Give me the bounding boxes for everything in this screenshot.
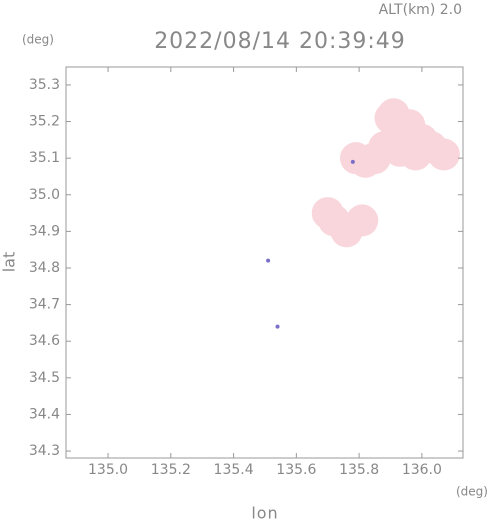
x-tick-label: 135.8 xyxy=(339,462,379,478)
y-tick-label: 35.2 xyxy=(29,114,60,130)
echo-point xyxy=(346,204,379,237)
y-tick-label: 34.7 xyxy=(29,297,60,313)
y-tick-label: 34.5 xyxy=(29,370,60,386)
echo-point xyxy=(266,258,271,263)
y-tick-label: 35.1 xyxy=(29,150,60,166)
y-tick-label: 35.0 xyxy=(29,187,60,203)
x-tick-label: 135.4 xyxy=(214,462,254,478)
y-tick-label: 34.8 xyxy=(29,260,60,276)
x-tick-label: 136.0 xyxy=(402,462,442,478)
y-tick-label: 34.3 xyxy=(29,443,60,459)
y-unit: (deg) xyxy=(22,33,54,47)
echo-point xyxy=(399,138,432,171)
chart-subtitle: ALT(km) 2.0 xyxy=(379,2,462,18)
y-tick-label: 35.3 xyxy=(29,77,60,93)
y-tick-label: 34.6 xyxy=(29,333,60,349)
plot-frame xyxy=(65,66,464,459)
chart-title: 2022/08/14 20:39:49 xyxy=(154,29,406,54)
x-tick-label: 135.6 xyxy=(276,462,316,478)
x-unit: (deg) xyxy=(456,485,488,499)
echo-point xyxy=(350,159,355,164)
echo-point xyxy=(427,138,460,171)
echo-point xyxy=(275,324,280,329)
y-axis-label: lat xyxy=(0,252,19,273)
x-axis-label: lon xyxy=(251,504,278,521)
x-tick-label: 135.2 xyxy=(151,462,191,478)
echo-point xyxy=(339,142,372,175)
y-tick-label: 34.4 xyxy=(29,406,60,422)
echo-point xyxy=(311,197,344,230)
x-tick-label: 135.0 xyxy=(88,462,128,478)
echo-point xyxy=(393,109,426,142)
y-tick-label: 34.9 xyxy=(29,223,60,239)
